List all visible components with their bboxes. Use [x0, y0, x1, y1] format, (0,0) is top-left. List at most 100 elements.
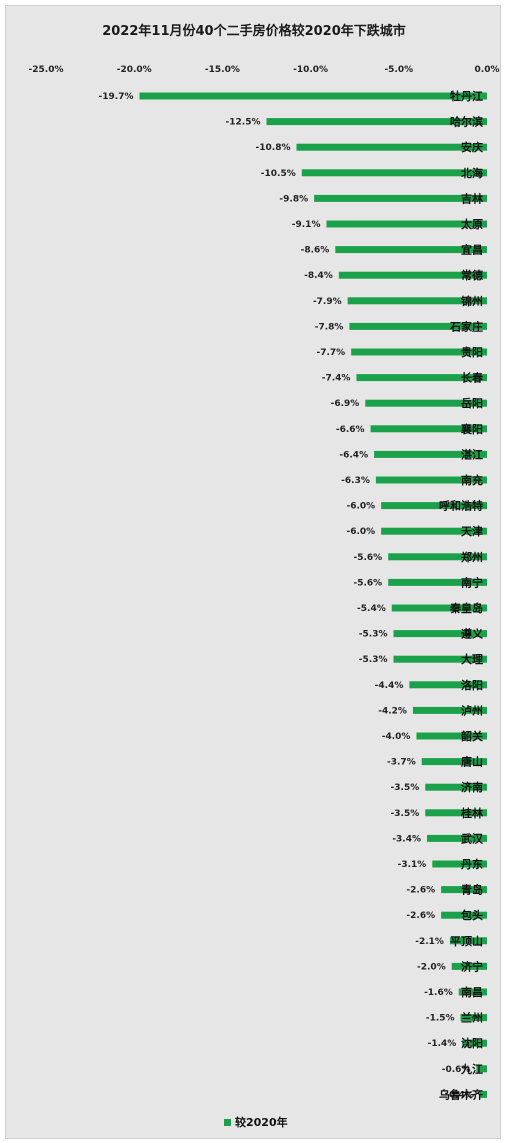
bar: [393, 655, 487, 663]
bar: [338, 271, 487, 279]
data-label: -8.4%: [304, 271, 333, 281]
data-label: -3.4%: [392, 834, 421, 844]
bar: [393, 630, 487, 638]
data-label: -3.7%: [387, 758, 416, 768]
data-label: -6.3%: [341, 476, 370, 486]
bar: [451, 962, 487, 970]
data-label: -2.6%: [406, 911, 435, 921]
data-label: -6.6%: [336, 425, 365, 435]
category-label: 郑州: [461, 550, 483, 564]
data-label: -3.5%: [391, 783, 420, 793]
bar: [388, 578, 487, 586]
category-label: 锦州: [461, 294, 483, 308]
bar: [347, 297, 487, 305]
category-label: 长春: [461, 371, 484, 385]
data-label: -3.1%: [398, 860, 427, 870]
category-label: 吉林: [461, 191, 483, 205]
data-label: -4.4%: [375, 681, 404, 691]
data-label: -1.4%: [428, 1039, 457, 1049]
category-label: 南昌: [461, 985, 483, 999]
data-label: -5.3%: [359, 655, 388, 665]
category-label: 太原: [460, 217, 483, 231]
data-label: -0.6%: [442, 1065, 471, 1075]
category-label: 韶关: [461, 729, 483, 743]
category-label: 丹东: [461, 857, 483, 871]
data-label: -5.6%: [354, 578, 383, 588]
bar: [301, 169, 487, 177]
legend-label: 较2020年: [235, 1115, 288, 1129]
x-tick-label: 0.0%: [475, 65, 500, 75]
bar: [391, 604, 487, 612]
category-label: 襄阳: [460, 422, 483, 436]
data-label: -9.1%: [292, 220, 321, 230]
chart-panel: 2022年11月份40个二手房价格较2020年下跌城市 -25.0% -20.0%…: [5, 5, 501, 1139]
category-label: 常德: [461, 268, 483, 282]
chart-title: 2022年11月份40个二手房价格较2020年下跌城市: [102, 23, 406, 39]
bar: [351, 348, 487, 356]
category-label: 贵阳: [461, 345, 483, 359]
category-label: 桂林: [460, 806, 483, 820]
bar: [425, 809, 487, 817]
category-label: 济南: [461, 780, 483, 794]
data-label: -1.5%: [426, 1014, 455, 1024]
data-label: -19.7%: [99, 92, 134, 102]
bar: [441, 886, 487, 894]
bar: [381, 527, 487, 535]
data-label: -7.8%: [315, 322, 344, 332]
category-label: 北海: [461, 166, 483, 180]
category-label: 兰州: [461, 1011, 483, 1025]
category-label: 宜昌: [461, 243, 483, 257]
category-label: 济宁: [461, 959, 483, 973]
data-label: -10.8%: [256, 143, 291, 153]
bar: [432, 860, 487, 868]
category-label: 沈阳: [461, 1036, 483, 1050]
x-tick-label: -25.0%: [29, 65, 64, 75]
bar-chart: 2022年11月份40个二手房价格较2020年下跌城市 -25.0% -20.0%…: [29, 23, 500, 1129]
bar: [388, 553, 487, 561]
category-label: 呼和浩特: [439, 499, 483, 513]
bar: [476, 1065, 487, 1073]
data-label: -0.4%: [445, 1090, 474, 1100]
bar: [409, 681, 487, 689]
data-label: -6.0%: [346, 502, 375, 512]
data-label: -8.6%: [301, 246, 330, 256]
category-label: 石家庄: [449, 319, 483, 333]
category-label: 九江: [460, 1062, 483, 1076]
bar: [365, 399, 487, 407]
category-label: 湛江: [461, 447, 483, 461]
category-label: 南宁: [461, 575, 483, 589]
data-label: -10.5%: [261, 169, 296, 179]
x-tick-label: -5.0%: [384, 65, 413, 75]
category-label: 哈尔滨: [450, 115, 483, 129]
legend: 较2020年: [224, 1115, 288, 1129]
category-label: 乌鲁木齐: [439, 1087, 484, 1101]
bar: [460, 1014, 487, 1022]
bar: [479, 1090, 487, 1098]
category-label: 牡丹江: [450, 89, 483, 103]
data-label: -12.5%: [226, 118, 261, 128]
category-label: 洛阳: [461, 678, 483, 692]
category-label: 平顶山: [450, 934, 483, 948]
data-label: -7.9%: [313, 297, 342, 307]
bar: [412, 706, 487, 714]
data-label: -7.4%: [322, 374, 351, 384]
data-label: -2.1%: [415, 937, 444, 947]
bar: [462, 1039, 487, 1047]
bar: [441, 911, 487, 919]
data-label: -2.0%: [417, 962, 446, 972]
bars: -19.7% 牡丹江 -12.5% 哈尔滨 -10.8% 安庆 -10.5% 北海 -9.8% 吉…: [99, 89, 487, 1101]
category-label: 青岛: [461, 883, 483, 897]
category-label: 岳阳: [461, 396, 483, 410]
data-label: -6.0%: [346, 527, 375, 537]
category-label: 包头: [460, 908, 483, 922]
bar: [335, 246, 487, 254]
data-label: -6.4%: [339, 450, 368, 460]
bar: [139, 92, 487, 100]
data-label: -9.8%: [279, 194, 308, 204]
category-label: 大理: [461, 652, 483, 666]
category-label: 武汉: [461, 831, 484, 845]
bar: [416, 732, 487, 740]
bar: [449, 937, 487, 945]
bar: [425, 783, 487, 791]
bar: [375, 476, 487, 484]
